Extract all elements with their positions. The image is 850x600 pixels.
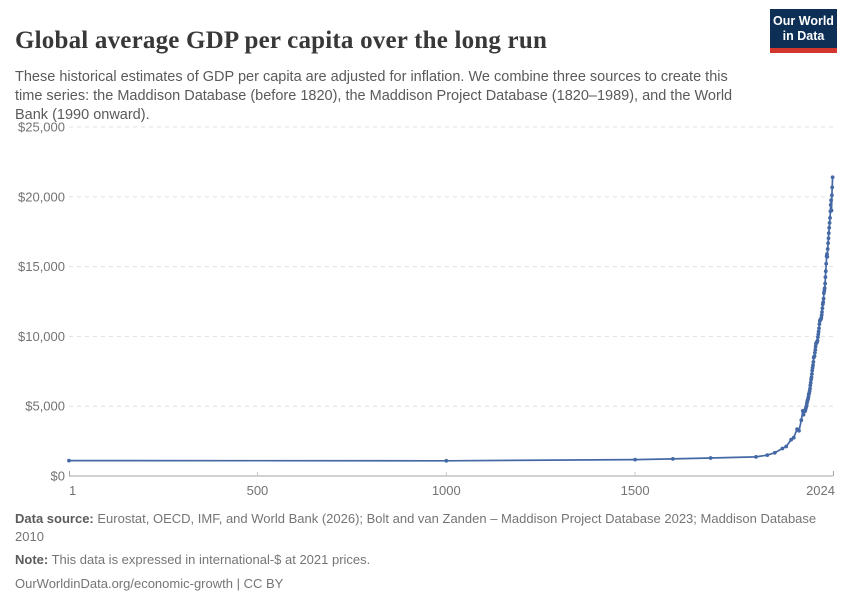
data-point — [821, 300, 826, 304]
data-point — [797, 428, 801, 433]
x-axis-label: 2024 — [806, 483, 835, 498]
y-axis-label: $10,000 — [18, 329, 65, 344]
owid-logo-line2: in Data — [782, 29, 825, 43]
y-axis-label: $15,000 — [18, 259, 65, 274]
data-source-label: Data source: — [15, 511, 94, 526]
data-point — [820, 310, 824, 314]
data-point — [830, 175, 835, 180]
data-point — [813, 347, 818, 352]
data-point — [817, 322, 822, 326]
data-point — [799, 418, 804, 423]
data-point — [811, 360, 816, 364]
license-label: CC BY — [243, 575, 284, 591]
data-point — [829, 198, 833, 203]
data-point — [827, 225, 832, 230]
data-point — [813, 344, 818, 349]
data-point — [823, 281, 827, 286]
data-point — [826, 241, 830, 246]
data-point — [826, 231, 831, 236]
data-point — [810, 368, 815, 373]
data-point — [808, 380, 813, 385]
data-point — [765, 453, 770, 457]
x-axis-label: 1 — [69, 483, 76, 498]
note-text: This data is expressed in international-… — [48, 552, 371, 568]
data-point — [827, 221, 832, 225]
attribution-line: OurWorldinData.org/economic-growth | CC … — [15, 575, 837, 593]
data-point — [819, 313, 824, 317]
gdp-line — [68, 176, 834, 462]
data-point — [825, 247, 830, 251]
data-point — [813, 350, 817, 355]
chart-footer: Data source: Eurostat, OECD, IMF, and Wo… — [15, 510, 837, 593]
chart-subtitle: These historical estimates of GDP per ca… — [15, 68, 733, 124]
owid-url-link[interactable]: OurWorldinData.org/economic-growth — [15, 575, 233, 591]
data-point — [821, 296, 826, 301]
data-point — [811, 363, 815, 368]
data-point — [826, 236, 831, 241]
data-point — [754, 455, 758, 459]
y-axis-label: $5,000 — [25, 399, 65, 414]
data-point — [820, 306, 825, 311]
data-point — [444, 458, 449, 463]
data-point — [830, 185, 835, 190]
data-point — [815, 338, 820, 343]
data-point — [708, 456, 713, 460]
y-axis-label: $25,000 — [18, 120, 65, 135]
data-point — [816, 329, 821, 334]
owid-logo[interactable]: Our World in Data — [770, 9, 837, 53]
data-point — [817, 326, 821, 331]
data-point — [791, 435, 796, 440]
data-point — [809, 375, 814, 380]
data-point — [816, 332, 821, 337]
data-point — [829, 208, 834, 213]
data-source-text: Eurostat, OECD, IMF, and World Bank (202… — [15, 511, 817, 545]
data-point — [822, 286, 827, 290]
data-point — [823, 269, 828, 274]
x-axis-label: 500 — [247, 483, 269, 498]
data-point — [772, 450, 777, 455]
data-point — [780, 446, 785, 451]
data-source-line: Data source: Eurostat, OECD, IMF, and Wo… — [15, 510, 837, 546]
data-point — [824, 261, 829, 266]
data-point — [828, 203, 833, 207]
data-point — [828, 216, 832, 220]
data-point — [784, 444, 789, 449]
attribution-separator: | — [232, 575, 244, 591]
data-point — [825, 252, 829, 256]
data-point — [789, 437, 793, 442]
x-axis-label: 1500 — [621, 483, 650, 498]
data-point — [810, 372, 814, 376]
data-point — [633, 457, 637, 462]
page-title: Global average GDP per capita over the l… — [15, 26, 548, 54]
data-point — [801, 412, 806, 417]
data-point — [812, 354, 817, 358]
data-point — [823, 275, 828, 279]
y-axis-label: $20,000 — [18, 189, 65, 204]
note-label: Note: — [15, 552, 49, 568]
owid-logo-line1: Our World — [773, 14, 834, 28]
x-axis-label: 1000 — [432, 483, 461, 498]
data-point — [825, 254, 830, 259]
data-point — [830, 193, 834, 198]
y-axis-label: $0 — [51, 469, 65, 484]
data-point — [816, 335, 820, 339]
note-line: Note: This data is expressed in internat… — [15, 551, 837, 569]
data-point — [808, 386, 812, 391]
data-point — [67, 458, 71, 463]
data-point — [671, 457, 675, 461]
